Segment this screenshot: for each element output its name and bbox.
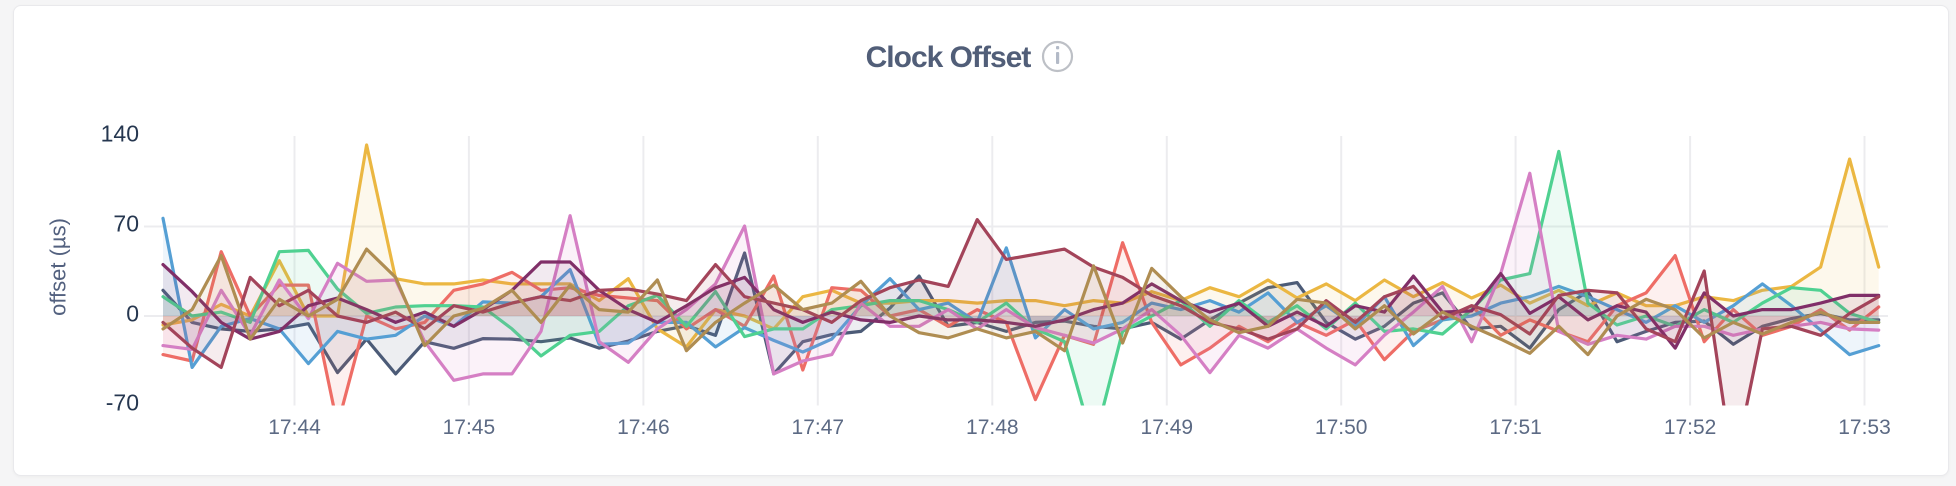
svg-text:17:44: 17:44 bbox=[268, 416, 321, 439]
svg-text:17:52: 17:52 bbox=[1664, 416, 1717, 439]
svg-text:17:47: 17:47 bbox=[792, 416, 845, 439]
svg-text:0: 0 bbox=[126, 301, 139, 327]
svg-text:17:49: 17:49 bbox=[1141, 416, 1194, 439]
svg-text:70: 70 bbox=[113, 211, 139, 237]
svg-text:17:51: 17:51 bbox=[1489, 416, 1542, 439]
svg-text:offset (µs): offset (µs) bbox=[46, 218, 71, 316]
svg-text:140: 140 bbox=[101, 121, 139, 147]
svg-text:17:48: 17:48 bbox=[966, 416, 1019, 439]
svg-text:17:45: 17:45 bbox=[443, 416, 496, 439]
svg-text:17:50: 17:50 bbox=[1315, 416, 1368, 439]
svg-text:Clock Offset: Clock Offset bbox=[866, 41, 1032, 74]
svg-text:-70: -70 bbox=[106, 390, 139, 416]
svg-text:17:53: 17:53 bbox=[1838, 416, 1891, 439]
svg-text:17:46: 17:46 bbox=[617, 416, 670, 439]
